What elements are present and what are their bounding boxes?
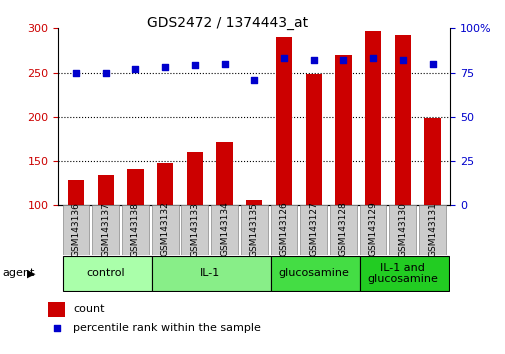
Text: GSM143128: GSM143128 <box>338 202 347 257</box>
Bar <box>68 180 84 205</box>
FancyBboxPatch shape <box>240 205 267 255</box>
Text: ▶: ▶ <box>27 268 35 279</box>
Point <box>339 57 347 63</box>
FancyBboxPatch shape <box>152 205 178 255</box>
FancyBboxPatch shape <box>92 205 119 255</box>
Text: GSM143133: GSM143133 <box>190 202 199 257</box>
FancyBboxPatch shape <box>270 205 297 255</box>
FancyBboxPatch shape <box>300 205 326 255</box>
Bar <box>394 35 410 205</box>
FancyBboxPatch shape <box>63 256 152 291</box>
Point <box>190 63 198 68</box>
FancyBboxPatch shape <box>63 205 89 255</box>
FancyBboxPatch shape <box>181 205 208 255</box>
Point <box>220 61 228 67</box>
Text: IL-1: IL-1 <box>199 268 219 279</box>
Point <box>428 61 436 67</box>
Text: GSM143130: GSM143130 <box>397 202 407 257</box>
Text: glucosamine: glucosamine <box>278 268 348 279</box>
Point <box>161 64 169 70</box>
Bar <box>275 37 291 205</box>
FancyBboxPatch shape <box>329 205 356 255</box>
Text: GSM143135: GSM143135 <box>249 202 258 257</box>
Point <box>53 326 61 331</box>
Point <box>72 70 80 75</box>
Bar <box>424 118 440 205</box>
FancyBboxPatch shape <box>418 205 445 255</box>
FancyBboxPatch shape <box>152 256 270 291</box>
Text: GSM143131: GSM143131 <box>427 202 436 257</box>
Text: GSM143126: GSM143126 <box>279 202 288 257</box>
Bar <box>216 143 232 205</box>
Text: GSM143134: GSM143134 <box>220 202 229 257</box>
FancyBboxPatch shape <box>359 256 448 291</box>
Text: GSM143129: GSM143129 <box>368 202 377 257</box>
Bar <box>186 152 203 205</box>
Text: GDS2472 / 1374443_at: GDS2472 / 1374443_at <box>147 16 308 30</box>
Point <box>131 66 139 72</box>
Text: IL-1 and
glucosamine: IL-1 and glucosamine <box>367 263 437 284</box>
Bar <box>97 175 114 205</box>
Text: GSM143137: GSM143137 <box>101 202 110 257</box>
Point <box>102 70 110 75</box>
Text: control: control <box>86 268 125 279</box>
Point <box>368 56 376 61</box>
FancyBboxPatch shape <box>389 205 415 255</box>
Bar <box>48 302 65 317</box>
Bar <box>364 31 380 205</box>
FancyBboxPatch shape <box>359 205 386 255</box>
Text: GSM143136: GSM143136 <box>71 202 80 257</box>
Text: GSM143138: GSM143138 <box>131 202 140 257</box>
Text: count: count <box>73 304 105 314</box>
FancyBboxPatch shape <box>270 256 359 291</box>
Point <box>279 56 287 61</box>
Bar <box>127 169 143 205</box>
Text: GSM143132: GSM143132 <box>160 202 169 257</box>
Bar <box>157 163 173 205</box>
Point <box>398 57 406 63</box>
Point <box>309 57 317 63</box>
Point <box>250 77 258 82</box>
FancyBboxPatch shape <box>211 205 237 255</box>
FancyBboxPatch shape <box>122 205 148 255</box>
Text: GSM143127: GSM143127 <box>309 202 318 257</box>
Text: agent: agent <box>3 268 35 279</box>
Bar <box>334 55 351 205</box>
Text: percentile rank within the sample: percentile rank within the sample <box>73 323 261 333</box>
Bar <box>305 74 321 205</box>
Bar <box>245 200 262 205</box>
